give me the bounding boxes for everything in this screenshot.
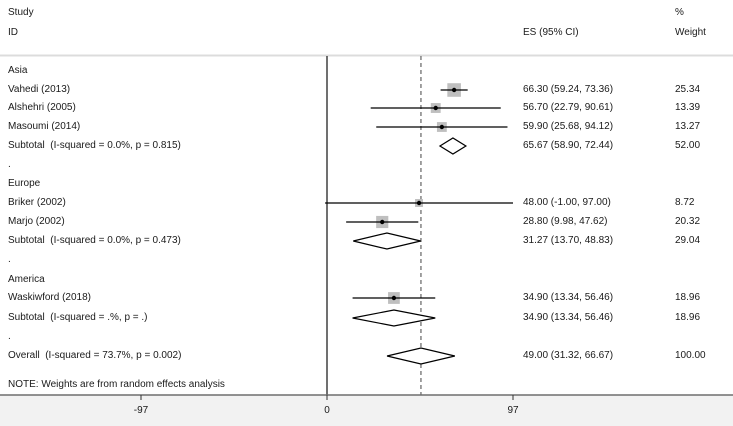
row-weight: 13.27 [675,121,701,132]
x-tick-label: 0 [324,405,330,416]
overall-diamond [386,347,455,365]
point-estimate [391,295,397,301]
row-weight: 8.72 [675,197,695,208]
row-label-overall: Overall (I-squared = 73.7%, p = 0.002) [8,350,182,361]
subtotal-diamond [353,232,421,250]
header-study: Study [8,7,34,18]
row-es-ci: 56.70 (22.79, 90.61) [523,102,614,113]
point-estimate [439,124,445,130]
header-weight: Weight [675,27,706,38]
row-label-study: Vahedi (2013) [8,84,71,95]
row-label-subtotal: Subtotal (I-squared = .%, p = .) [8,312,148,323]
point-estimate [380,219,385,225]
row-es-ci: 31.27 (13.70, 48.83) [523,235,614,246]
row-label-group: America [8,274,45,285]
row-weight: 13.39 [675,102,701,113]
x-tick-label: 97 [507,405,519,416]
row-weight: 18.96 [675,292,701,303]
row-label-spacer: . [8,254,11,265]
row-label-group: Europe [8,178,41,189]
row-label-study: Marjo (2002) [8,216,65,227]
axis-background [0,395,733,426]
row-label-study: Masoumi (2014) [8,121,81,132]
header-id: ID [8,27,18,38]
point-estimate [416,200,422,206]
subtotal-diamond [352,309,436,327]
row-label-study: Briker (2002) [8,197,66,208]
point-estimate [433,105,438,111]
row-weight: 25.34 [675,84,701,95]
row-label-spacer: . [8,159,11,170]
row-label-study: Alshehri (2005) [8,102,76,113]
row-label-study: Waskiwford (2018) [8,292,91,303]
row-es-ci: 65.67 (58.90, 72.44) [523,140,614,151]
row-label-subtotal: Subtotal (I-squared = 0.0%, p = 0.473) [8,235,181,246]
x-tick-label: -97 [134,405,149,416]
note-text: NOTE: Weights are from random effects an… [8,379,225,390]
row-weight: 29.04 [675,235,701,246]
row-weight: 18.96 [675,312,701,323]
row-weight: 52.00 [675,140,701,151]
row-es-ci: 49.00 (31.32, 66.67) [523,350,614,361]
point-estimate [451,87,457,93]
row-es-ci: 59.90 (25.68, 94.12) [523,121,614,132]
header-pct: % [675,7,684,18]
subtotal-diamond [438,137,468,155]
row-label-spacer: . [8,331,11,342]
row-es-ci: 48.00 (-1.00, 97.00) [523,197,611,208]
header-es: ES (95% CI) [523,27,579,38]
row-weight: 100.00 [675,350,706,361]
row-es-ci: 34.90 (13.34, 56.46) [523,312,614,323]
row-weight: 20.32 [675,216,701,227]
row-es-ci: 34.90 (13.34, 56.46) [523,292,614,303]
row-label-group: Asia [8,65,28,76]
row-label-subtotal: Subtotal (I-squared = 0.0%, p = 0.815) [8,140,181,151]
row-es-ci: 28.80 (9.98, 47.62) [523,216,608,227]
row-es-ci: 66.30 (59.24, 73.36) [523,84,614,95]
